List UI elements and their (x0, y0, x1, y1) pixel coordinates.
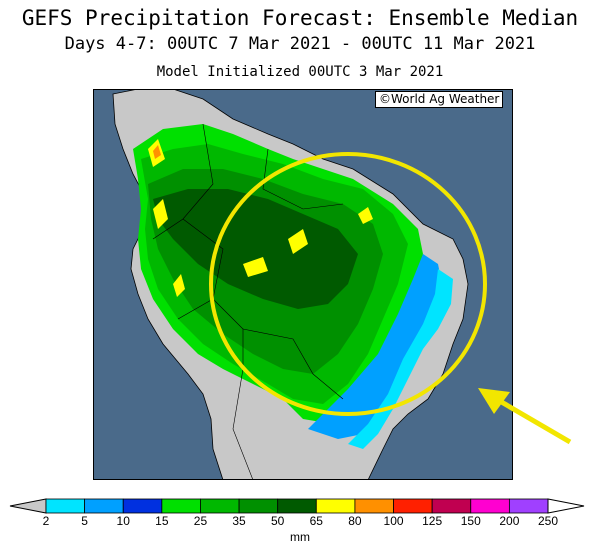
scale-above-max (547, 498, 585, 514)
scale-swatch-12 (508, 498, 549, 514)
pointer-arrow (478, 388, 572, 445)
scale-tick-label: 50 (271, 514, 285, 528)
scale-swatch-9 (393, 498, 433, 514)
scale-swatch-3 (161, 498, 201, 514)
color-scale-bar (9, 498, 585, 514)
scale-swatch-5 (238, 498, 279, 514)
scale-tick-label: 25 (193, 514, 208, 528)
precipitation-map (93, 89, 513, 480)
scale-tick-label: 80 (348, 514, 362, 528)
precip-65-80-spots (148, 139, 373, 297)
scale-swatch-0 (45, 498, 86, 514)
precip-2-5 (348, 269, 453, 449)
highlight-circle (209, 152, 487, 416)
scale-tick-label: 35 (232, 514, 246, 528)
scale-swatch-10 (431, 498, 472, 514)
scale-tick-label: 150 (460, 514, 481, 528)
scale-tick-label: 2 (42, 514, 50, 528)
scale-tick-label: 200 (499, 514, 520, 528)
precip-50-65 (153, 189, 358, 309)
scale-swatch-8 (354, 498, 394, 514)
scale-swatch-7 (315, 498, 356, 514)
scale-tick-label: 15 (155, 514, 169, 528)
precip-80-100-spots (153, 145, 161, 159)
map-title: GEFS Precipitation Forecast: Ensemble Me… (21, 6, 579, 30)
scale-swatch-6 (277, 498, 317, 514)
scale-swatch-11 (470, 498, 510, 514)
forecast-period: Days 4-7: 00UTC 7 Mar 2021 - 00UTC 11 Ma… (64, 34, 536, 54)
model-init: Model Initialized 00UTC 3 Mar 2021 (156, 64, 444, 80)
scale-swatch-2 (122, 498, 163, 514)
scale-tick-label: 100 (383, 514, 404, 528)
copyright-label: ©World Ag Weather (375, 91, 504, 108)
scale-swatch-1 (84, 498, 124, 514)
scale-tick-label: 125 (422, 514, 443, 528)
scale-below-min (9, 498, 47, 514)
scale-tick-label: 5 (81, 514, 88, 528)
scale-tick-label: 250 (537, 514, 559, 528)
scale-tick-label: 10 (116, 514, 130, 528)
scale-swatch-4 (200, 498, 240, 514)
precip-5-15 (308, 254, 443, 439)
scale-tick-label: 65 (309, 514, 323, 528)
scale-units: mm (290, 530, 310, 544)
